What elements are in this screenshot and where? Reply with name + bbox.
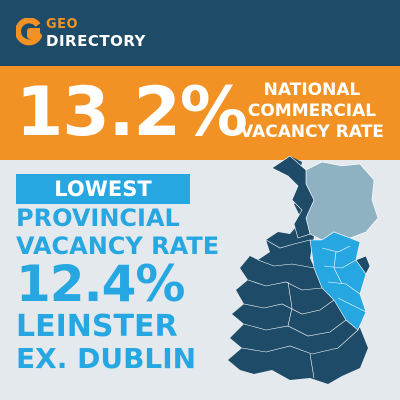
geodirectory-logo[interactable]: GEO DIRECTORY (16, 14, 156, 54)
map-region-northern-ireland (305, 161, 379, 241)
region-name-line-2: EX. DUBLIN (16, 342, 197, 375)
logo-geo-text: GEO (46, 17, 79, 32)
lowest-badge-text: LOWEST (54, 177, 152, 201)
map-county-borders (241, 239, 367, 379)
provincial-rate-value: 12.4% (16, 255, 185, 313)
lowest-badge: LOWEST (16, 174, 190, 204)
logo-directory-text: DIRECTORY (46, 32, 146, 50)
map-region-ulster-roi (271, 155, 315, 239)
national-label-line-3: VACANCY RATE (240, 122, 384, 142)
map-region-dublin (355, 255, 371, 275)
region-name-line-1: LEINSTER (16, 309, 178, 344)
map-region-connacht-munster (228, 156, 368, 384)
provincial-label-line-2: VACANCY RATE (16, 232, 220, 260)
provincial-label-line-1: PROVINCIAL (16, 204, 180, 232)
geodirectory-g-icon (16, 18, 42, 46)
national-label-line-2: COMMERCIAL (247, 101, 377, 121)
national-rate-label: NATIONAL COMMERCIAL VACANCY RATE (232, 80, 392, 143)
header-bar: GEO DIRECTORY (0, 0, 400, 66)
ireland-map (228, 155, 379, 384)
national-rate-value: 13.2% (16, 73, 248, 152)
national-label-line-1: NATIONAL (263, 80, 361, 100)
national-rate-banner: 13.2% NATIONAL COMMERCIAL VACANCY RATE (0, 66, 400, 160)
